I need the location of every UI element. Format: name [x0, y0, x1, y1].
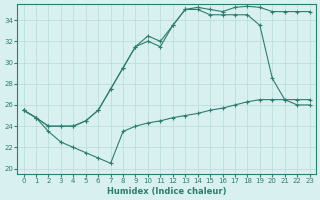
X-axis label: Humidex (Indice chaleur): Humidex (Indice chaleur): [107, 187, 226, 196]
